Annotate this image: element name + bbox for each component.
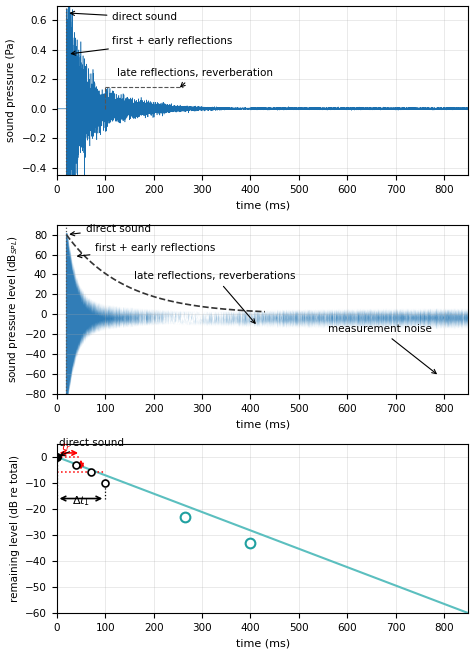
Text: direct sound: direct sound — [59, 438, 124, 456]
Text: direct sound: direct sound — [71, 11, 177, 22]
Text: first + early reflections: first + early reflections — [78, 243, 216, 258]
X-axis label: time (ms): time (ms) — [236, 419, 290, 429]
Text: $\Delta t_1$: $\Delta t_1$ — [72, 494, 90, 508]
Text: late reflections, reverberation: late reflections, reverberation — [117, 68, 273, 87]
Text: late reflections, reverberations: late reflections, reverberations — [134, 271, 296, 323]
X-axis label: time (ms): time (ms) — [236, 638, 290, 649]
Y-axis label: remaining level (dB re total): remaining level (dB re total) — [9, 455, 19, 602]
X-axis label: time (ms): time (ms) — [236, 200, 290, 210]
Text: $t_r$: $t_r$ — [62, 440, 72, 454]
Text: direct sound: direct sound — [71, 224, 151, 236]
Y-axis label: sound pressure level (dB$_{SPL}$): sound pressure level (dB$_{SPL}$) — [6, 235, 19, 383]
Y-axis label: sound pressure (Pa): sound pressure (Pa) — [6, 39, 16, 142]
Text: first + early reflections: first + early reflections — [72, 36, 233, 55]
Text: measurement noise: measurement noise — [328, 324, 436, 373]
